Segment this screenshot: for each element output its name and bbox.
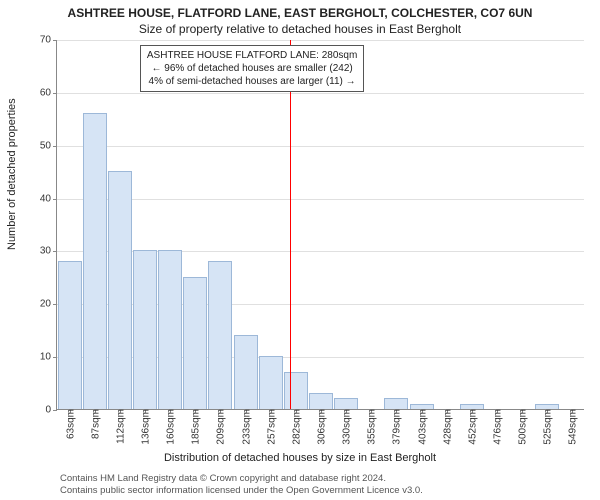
xtick-label: 452sqm xyxy=(465,409,478,445)
histogram-bar xyxy=(309,393,333,409)
xtick-label: 525sqm xyxy=(541,409,554,445)
xtick-label: 379sqm xyxy=(390,409,403,445)
gridline-h xyxy=(57,40,584,41)
xtick-label: 233sqm xyxy=(239,409,252,445)
xtick-label: 112sqm xyxy=(113,409,126,444)
xtick-label: 476sqm xyxy=(491,409,504,445)
xtick-label: 257sqm xyxy=(264,409,277,445)
xtick-label: 63sqm xyxy=(63,409,76,439)
ytick-label: 10 xyxy=(40,352,57,363)
reference-line xyxy=(290,40,291,409)
plot-area: 01020304050607063sqm87sqm112sqm136sqm160… xyxy=(56,40,584,410)
xtick-label: 185sqm xyxy=(189,409,202,445)
histogram-bar xyxy=(234,335,258,409)
annotation-line: ← 96% of detached houses are smaller (24… xyxy=(147,62,357,75)
chart-subtitle: Size of property relative to detached ho… xyxy=(0,22,600,36)
histogram-bar xyxy=(183,277,207,409)
xtick-label: 282sqm xyxy=(289,409,302,445)
histogram-bar xyxy=(208,261,232,409)
histogram-bar xyxy=(284,372,308,409)
histogram-bar xyxy=(259,356,283,409)
xtick-label: 355sqm xyxy=(365,409,378,445)
xtick-label: 87sqm xyxy=(88,409,101,439)
annotation-line: 4% of semi-detached houses are larger (1… xyxy=(147,75,357,88)
xtick-label: 136sqm xyxy=(139,409,152,445)
ytick-label: 70 xyxy=(40,35,57,46)
ytick-label: 30 xyxy=(40,246,57,257)
histogram-bar xyxy=(83,113,107,409)
histogram-bar xyxy=(384,398,408,409)
xtick-label: 306sqm xyxy=(315,409,328,445)
xtick-label: 403sqm xyxy=(415,409,428,445)
xtick-label: 549sqm xyxy=(566,409,579,445)
histogram-bar xyxy=(133,250,157,409)
gridline-h xyxy=(57,93,584,94)
gridline-h xyxy=(57,146,584,147)
xtick-label: 209sqm xyxy=(214,409,227,445)
xtick-label: 500sqm xyxy=(516,409,529,445)
chart-title: ASHTREE HOUSE, FLATFORD LANE, EAST BERGH… xyxy=(0,6,600,20)
histogram-bar xyxy=(334,398,358,409)
xtick-label: 330sqm xyxy=(340,409,353,445)
ytick-label: 40 xyxy=(40,193,57,204)
y-axis-label: Number of detached properties xyxy=(6,98,18,250)
annotation-line: ASHTREE HOUSE FLATFORD LANE: 280sqm xyxy=(147,49,357,62)
gridline-h xyxy=(57,199,584,200)
ytick-label: 20 xyxy=(40,299,57,310)
histogram-bar xyxy=(58,261,82,409)
histogram-bar xyxy=(108,171,132,409)
x-axis-label: Distribution of detached houses by size … xyxy=(0,452,600,464)
xtick-label: 160sqm xyxy=(164,409,177,445)
footer-copyright: Contains HM Land Registry data © Crown c… xyxy=(60,473,386,484)
ytick-label: 60 xyxy=(40,87,57,98)
histogram-bar xyxy=(158,250,182,409)
xtick-label: 428sqm xyxy=(440,409,453,445)
annotation-box: ASHTREE HOUSE FLATFORD LANE: 280sqm← 96%… xyxy=(140,45,364,92)
ytick-label: 50 xyxy=(40,140,57,151)
footer-licence: Contains public sector information licen… xyxy=(60,485,423,496)
ytick-label: 0 xyxy=(45,405,57,416)
